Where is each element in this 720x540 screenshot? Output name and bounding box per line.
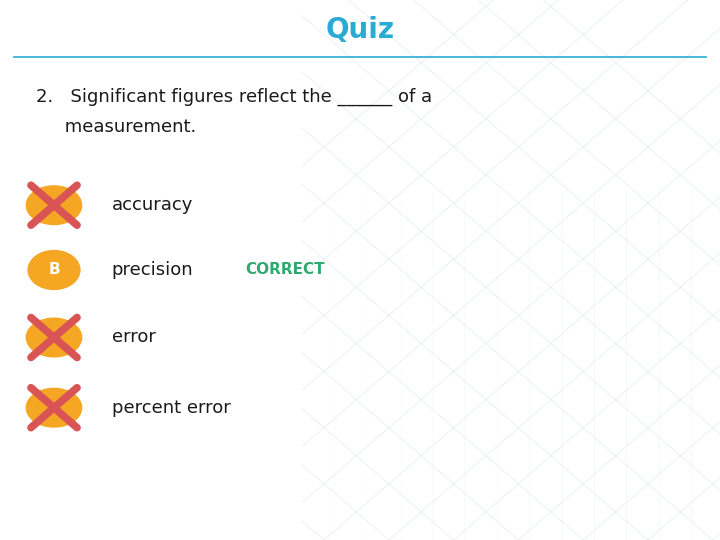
Text: accuracy: accuracy: [112, 196, 193, 214]
Text: 2.   Significant figures reflect the ______ of a: 2. Significant figures reflect the _____…: [36, 88, 432, 106]
Ellipse shape: [27, 186, 81, 225]
Text: Quiz: Quiz: [325, 16, 395, 44]
Text: percent error: percent error: [112, 399, 230, 417]
Text: CORRECT: CORRECT: [245, 262, 325, 278]
Circle shape: [28, 251, 80, 289]
Ellipse shape: [27, 318, 81, 357]
Text: measurement.: measurement.: [36, 118, 197, 136]
Text: error: error: [112, 328, 156, 347]
Ellipse shape: [27, 388, 81, 427]
Text: B: B: [48, 262, 60, 278]
Text: precision: precision: [112, 261, 193, 279]
